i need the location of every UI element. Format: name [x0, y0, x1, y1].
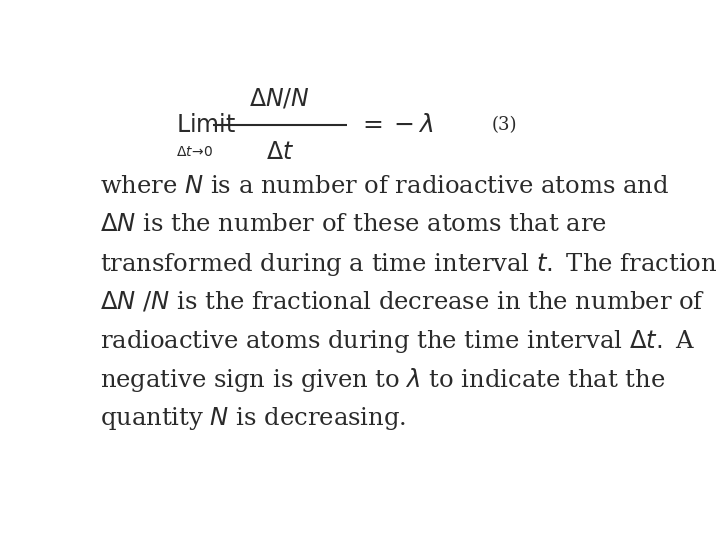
Text: quantity $N$ is decreasing.: quantity $N$ is decreasing. — [100, 404, 406, 431]
Text: $\Delta N$ $/N$ is the fractional decrease in the number of: $\Delta N$ $/N$ is the fractional decrea… — [100, 290, 706, 314]
Text: where $N$ is a number of radioactive atoms and: where $N$ is a number of radioactive ato… — [100, 175, 669, 198]
Text: transformed during a time interval $t.$ The fraction: transformed during a time interval $t.$ … — [100, 252, 718, 279]
Text: $= -\lambda$: $= -\lambda$ — [358, 113, 433, 137]
Text: negative sign is given to $\lambda$ to indicate that the: negative sign is given to $\lambda$ to i… — [100, 366, 665, 394]
Text: $\Delta t$: $\Delta t$ — [266, 141, 294, 165]
Text: (3): (3) — [492, 116, 517, 134]
Text: radioactive atoms during the time interval $\Delta t.$ A: radioactive atoms during the time interv… — [100, 328, 696, 355]
Text: $\Delta N/N$: $\Delta N/N$ — [249, 87, 310, 111]
Text: $\mathrm{Limit}$: $\mathrm{Limit}$ — [176, 113, 237, 137]
Text: $\Delta t\!\rightarrow\!0$: $\Delta t\!\rightarrow\!0$ — [176, 145, 214, 159]
Text: $\Delta N$ is the number of these atoms that are: $\Delta N$ is the number of these atoms … — [100, 213, 607, 236]
